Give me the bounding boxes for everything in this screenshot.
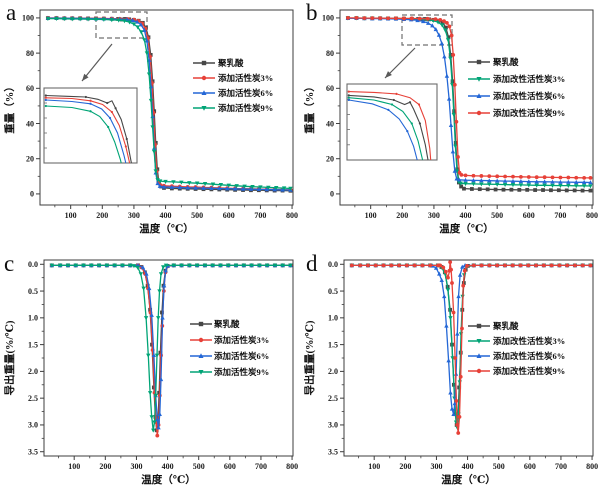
svg-text:添加改性活性炭6%: 添加改性活性炭6% bbox=[493, 351, 565, 361]
svg-text:1.0: 1.0 bbox=[28, 314, 38, 323]
svg-text:0: 0 bbox=[330, 190, 334, 199]
svg-text:聚乳酸: 聚乳酸 bbox=[492, 321, 519, 331]
svg-text:200: 200 bbox=[396, 211, 408, 220]
svg-text:添加活性炭6%: 添加活性炭6% bbox=[214, 351, 269, 361]
svg-text:800: 800 bbox=[586, 462, 598, 471]
panel-d-letter: d bbox=[306, 251, 318, 276]
panel-d-chart: 100 200 300 400 500 600 700 800 0.0 0.5 1.0 1.5 2.0 2… bbox=[303, 259, 598, 486]
svg-text:400: 400 bbox=[462, 462, 474, 471]
panel-b-letter: b bbox=[306, 0, 318, 25]
svg-text:聚乳酸: 聚乳酸 bbox=[217, 58, 244, 68]
svg-text:2.0: 2.0 bbox=[328, 367, 338, 376]
svg-text:40: 40 bbox=[26, 119, 34, 128]
svg-text:100: 100 bbox=[65, 211, 77, 220]
svg-text:600: 600 bbox=[223, 211, 235, 220]
svg-text:0.0: 0.0 bbox=[328, 260, 338, 269]
svg-text:700: 700 bbox=[555, 462, 567, 471]
panel-a: a 100 200 300 400 500 600 700 800 0 20 40 60 80 100 聚乳… bbox=[0, 0, 300, 246]
panel-a-chart: 100 200 300 400 500 600 700 800 0 20 40 60 80 100 聚乳酸添… bbox=[3, 9, 298, 235]
svg-text:0.5: 0.5 bbox=[328, 287, 338, 296]
svg-text:添加改性活性炭9%: 添加改性活性炭9% bbox=[493, 366, 565, 376]
svg-text:500: 500 bbox=[193, 462, 205, 471]
svg-text:300: 300 bbox=[428, 211, 440, 220]
svg-text:800: 800 bbox=[586, 211, 598, 220]
svg-text:600: 600 bbox=[523, 211, 535, 220]
svg-text:100: 100 bbox=[365, 211, 377, 220]
svg-text:2.0: 2.0 bbox=[28, 367, 38, 376]
svg-text:300: 300 bbox=[130, 462, 142, 471]
svg-text:温度（℃）: 温度（℃） bbox=[441, 473, 496, 486]
svg-text:60: 60 bbox=[326, 84, 334, 93]
panel-a-letter: a bbox=[6, 0, 17, 25]
svg-text:700: 700 bbox=[255, 462, 267, 471]
svg-text:1.5: 1.5 bbox=[28, 340, 38, 349]
svg-text:1.5: 1.5 bbox=[328, 340, 338, 349]
svg-text:2.5: 2.5 bbox=[28, 394, 38, 403]
panel-c-letter: c bbox=[4, 251, 15, 276]
svg-text:600: 600 bbox=[224, 462, 236, 471]
svg-text:添加改性活性炭3%: 添加改性活性炭3% bbox=[493, 74, 565, 84]
svg-text:2.5: 2.5 bbox=[328, 394, 338, 403]
svg-text:500: 500 bbox=[493, 462, 505, 471]
svg-text:80: 80 bbox=[26, 49, 34, 58]
svg-text:0.0: 0.0 bbox=[28, 260, 38, 269]
svg-text:300: 300 bbox=[128, 211, 140, 220]
svg-text:添加改性活性炭9%: 添加改性活性炭9% bbox=[493, 108, 565, 118]
svg-text:重量（%）: 重量（%） bbox=[3, 81, 16, 134]
svg-text:0.5: 0.5 bbox=[28, 287, 38, 296]
svg-text:200: 200 bbox=[96, 211, 108, 220]
svg-text:20: 20 bbox=[26, 155, 34, 164]
svg-text:温度（℃）: 温度（℃） bbox=[439, 222, 494, 235]
svg-text:500: 500 bbox=[491, 211, 503, 220]
svg-text:聚乳酸: 聚乳酸 bbox=[213, 319, 240, 329]
svg-text:添加活性炭3%: 添加活性炭3% bbox=[218, 73, 273, 83]
svg-text:3.0: 3.0 bbox=[328, 421, 338, 430]
svg-text:温度（℃）: 温度（℃） bbox=[139, 222, 194, 235]
svg-text:600: 600 bbox=[524, 462, 536, 471]
svg-text:导出重量(%/℃): 导出重量(%/℃) bbox=[303, 320, 316, 395]
panel-c: c 100 200 300 400 500 600 700 800 0.0 0.5 1.0 1.5 2.… bbox=[0, 246, 300, 492]
svg-text:800: 800 bbox=[286, 462, 298, 471]
svg-text:80: 80 bbox=[326, 49, 334, 58]
svg-text:100: 100 bbox=[322, 14, 334, 23]
svg-text:20: 20 bbox=[326, 155, 334, 164]
svg-text:200: 200 bbox=[399, 462, 411, 471]
svg-text:导出重量(%/℃): 导出重量(%/℃) bbox=[3, 320, 16, 395]
svg-text:700: 700 bbox=[254, 211, 266, 220]
svg-text:40: 40 bbox=[326, 119, 334, 128]
svg-text:3.0: 3.0 bbox=[28, 421, 38, 430]
svg-text:3.5: 3.5 bbox=[28, 448, 38, 457]
panel-b: b 100 200 300 400 500 600 700 800 0 20 40 60 80 100 聚乳… bbox=[300, 0, 600, 246]
svg-text:400: 400 bbox=[460, 211, 472, 220]
svg-text:100: 100 bbox=[368, 462, 380, 471]
panel-d: d 100 200 300 400 500 600 700 800 0.0 0.5 1.0 1.5 2.… bbox=[300, 246, 600, 492]
svg-text:60: 60 bbox=[26, 84, 34, 93]
panel-b-chart: 100 200 300 400 500 600 700 800 0 20 40 60 80 100 聚乳酸添… bbox=[303, 9, 598, 235]
svg-text:重量（%）: 重量（%） bbox=[303, 81, 316, 134]
svg-text:添加活性炭9%: 添加活性炭9% bbox=[218, 103, 273, 113]
svg-text:添加活性炭6%: 添加活性炭6% bbox=[218, 88, 273, 98]
svg-text:聚乳酸: 聚乳酸 bbox=[492, 57, 519, 67]
svg-text:0: 0 bbox=[30, 190, 34, 199]
svg-text:400: 400 bbox=[160, 211, 172, 220]
panel-c-chart: 100 200 300 400 500 600 700 800 0.0 0.5 1.0 1.5 2.0 2… bbox=[3, 259, 298, 486]
svg-text:700: 700 bbox=[554, 211, 566, 220]
svg-text:添加活性炭9%: 添加活性炭9% bbox=[214, 367, 269, 377]
svg-text:添加改性活性炭6%: 添加改性活性炭6% bbox=[493, 91, 565, 101]
svg-text:800: 800 bbox=[286, 211, 298, 220]
svg-text:100: 100 bbox=[22, 14, 34, 23]
svg-text:温度（℃）: 温度（℃） bbox=[141, 473, 196, 486]
svg-text:100: 100 bbox=[68, 462, 80, 471]
svg-text:1.0: 1.0 bbox=[328, 314, 338, 323]
svg-text:3.5: 3.5 bbox=[328, 448, 338, 457]
svg-text:添加活性炭3%: 添加活性炭3% bbox=[214, 335, 269, 345]
svg-text:200: 200 bbox=[99, 462, 111, 471]
svg-text:添加改性活性炭3%: 添加改性活性炭3% bbox=[493, 336, 565, 346]
svg-text:400: 400 bbox=[162, 462, 174, 471]
svg-text:500: 500 bbox=[191, 211, 203, 220]
svg-text:300: 300 bbox=[430, 462, 442, 471]
